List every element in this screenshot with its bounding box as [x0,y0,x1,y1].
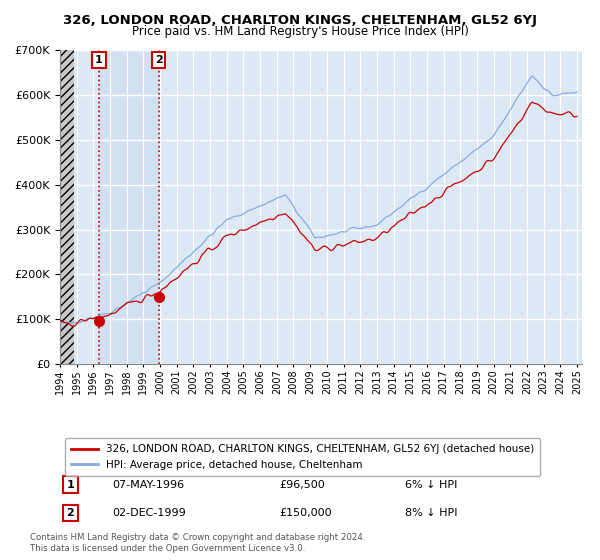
Text: 8% ↓ HPI: 8% ↓ HPI [404,508,457,518]
Text: 07-MAY-1996: 07-MAY-1996 [112,480,184,490]
Text: 6% ↓ HPI: 6% ↓ HPI [404,480,457,490]
Text: Contains HM Land Registry data © Crown copyright and database right 2024.
This d: Contains HM Land Registry data © Crown c… [30,533,365,553]
Text: 02-DEC-1999: 02-DEC-1999 [112,508,186,518]
Text: 2: 2 [67,508,74,518]
Text: 1: 1 [95,55,103,65]
Text: 2: 2 [155,55,163,65]
Legend: 326, LONDON ROAD, CHARLTON KINGS, CHELTENHAM, GL52 6YJ (detached house), HPI: Av: 326, LONDON ROAD, CHARLTON KINGS, CHELTE… [65,438,541,476]
Text: Price paid vs. HM Land Registry's House Price Index (HPI): Price paid vs. HM Land Registry's House … [131,25,469,38]
Text: £96,500: £96,500 [279,480,325,490]
Bar [99,50,158,364]
Text: £150,000: £150,000 [279,508,332,518]
Bar [60,50,74,364]
Text: 326, LONDON ROAD, CHARLTON KINGS, CHELTENHAM, GL52 6YJ: 326, LONDON ROAD, CHARLTON KINGS, CHELTE… [63,14,537,27]
Text: 1: 1 [67,480,74,490]
